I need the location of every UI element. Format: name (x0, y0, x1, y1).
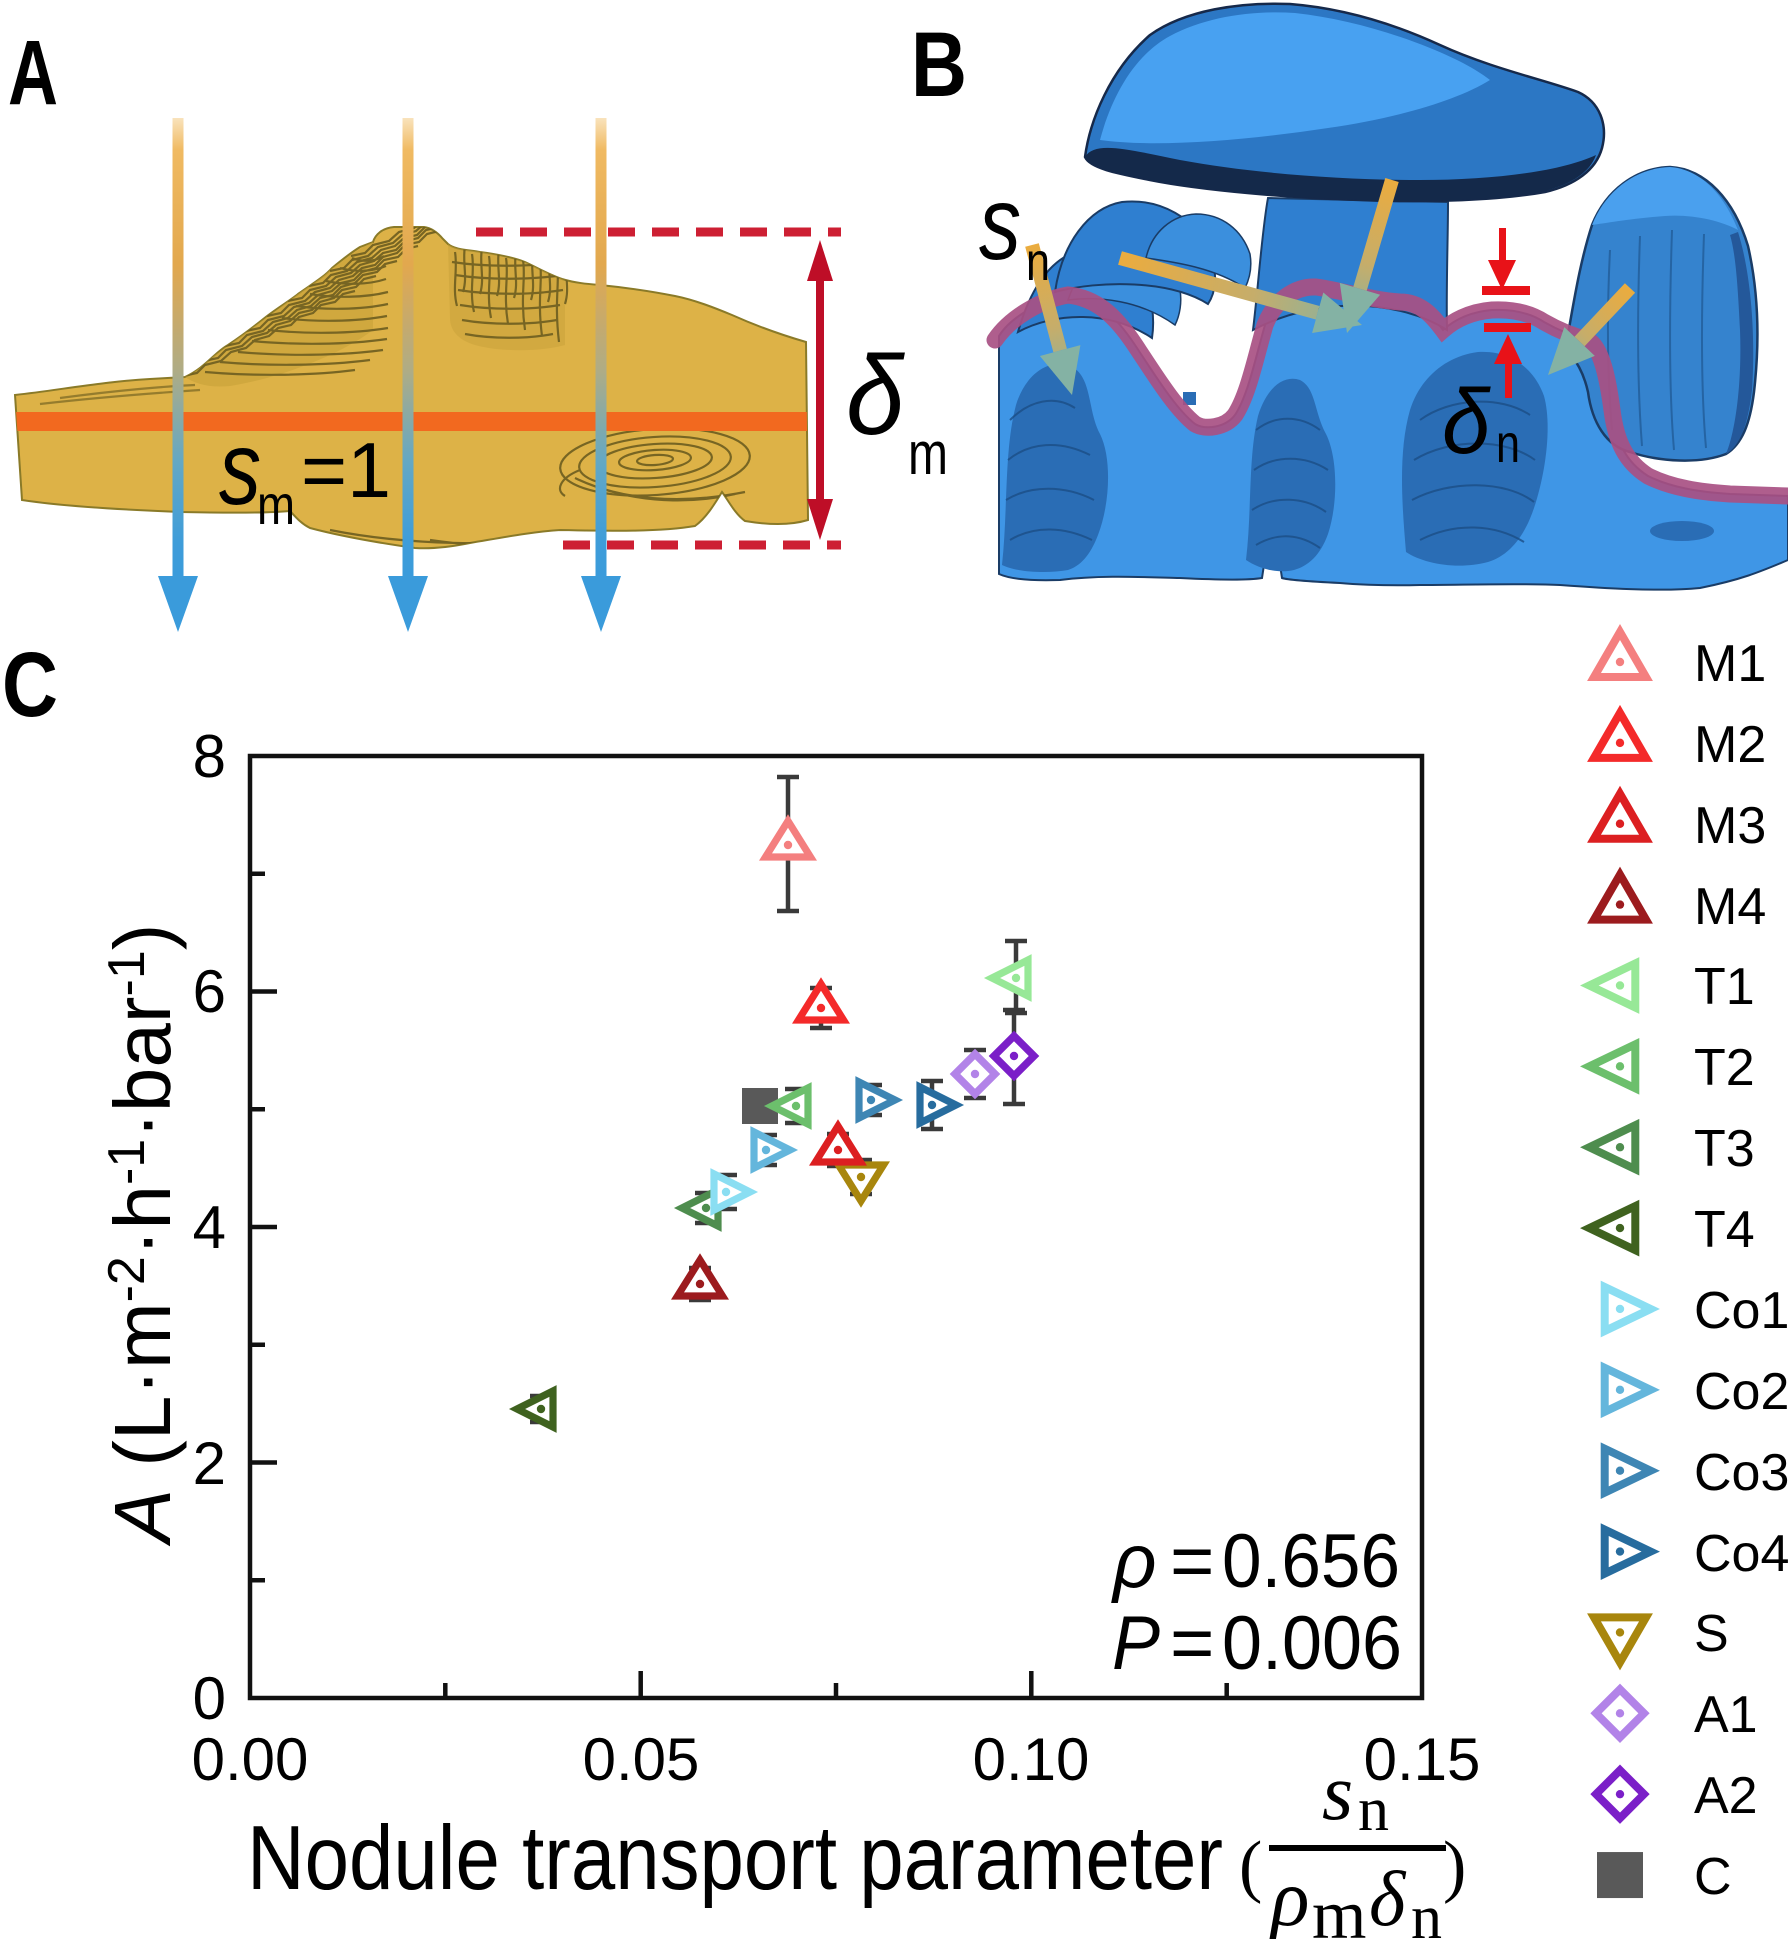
svg-text:T3: T3 (1694, 1120, 1755, 1178)
svg-text:δ: δ (846, 333, 906, 458)
svg-text:2: 2 (193, 1430, 226, 1497)
svg-text:s: s (1322, 1749, 1353, 1837)
svg-text:T1: T1 (1694, 958, 1755, 1016)
svg-text:δ: δ (1369, 1855, 1407, 1939)
svg-text:P: P (1112, 1601, 1160, 1686)
svg-text:6: 6 (193, 958, 226, 1025)
svg-text:S: S (1694, 1605, 1729, 1663)
svg-text:0: 0 (193, 1665, 226, 1732)
svg-text:Co3: Co3 (1694, 1444, 1788, 1502)
svg-text:Co1: Co1 (1694, 1282, 1788, 1340)
svg-text:A2: A2 (1694, 1767, 1758, 1825)
svg-text:s: s (219, 411, 261, 527)
svg-text:(: ( (1239, 1828, 1262, 1905)
svg-text:=: = (1170, 1601, 1214, 1686)
svg-text:M1: M1 (1694, 635, 1766, 693)
svg-text:A: A (8, 22, 58, 124)
svg-text:m: m (908, 420, 948, 487)
svg-text:ρ: ρ (1111, 1519, 1157, 1604)
svg-text:M4: M4 (1694, 878, 1766, 936)
svg-text:0.006: 0.006 (1222, 1601, 1402, 1686)
svg-text:Nodule transport parameter: Nodule transport parameter (247, 1808, 1223, 1909)
svg-text:M3: M3 (1694, 797, 1766, 855)
svg-text:T4: T4 (1694, 1201, 1755, 1259)
svg-text:0.00: 0.00 (192, 1726, 309, 1793)
svg-text:δ: δ (1442, 371, 1491, 473)
svg-text:0.10: 0.10 (973, 1726, 1090, 1793)
svg-text:C: C (1694, 1848, 1732, 1906)
svg-text:8: 8 (193, 723, 226, 790)
svg-text:=: = (1170, 1519, 1214, 1604)
svg-text:n: n (1411, 1884, 1442, 1939)
svg-text:M2: M2 (1694, 716, 1766, 774)
svg-text:): ) (1443, 1828, 1466, 1905)
svg-text:n: n (1026, 232, 1050, 292)
svg-text:A (L·m-2·h-1·bar-1): A (L·m-2·h-1·bar-1) (98, 924, 187, 1547)
svg-text:4: 4 (193, 1194, 226, 1261)
svg-text:0.656: 0.656 (1222, 1519, 1400, 1604)
svg-text:T2: T2 (1694, 1039, 1755, 1097)
svg-text:B: B (911, 14, 967, 116)
svg-text:0.15: 0.15 (1364, 1726, 1481, 1793)
svg-text:n: n (1358, 1776, 1389, 1844)
svg-text:m: m (257, 473, 295, 536)
svg-text:n: n (1496, 414, 1520, 474)
svg-text:Co2: Co2 (1694, 1363, 1788, 1421)
svg-text:m: m (1312, 1877, 1366, 1939)
svg-text:=1: =1 (301, 426, 391, 514)
svg-text:A1: A1 (1694, 1686, 1758, 1744)
svg-text:C: C (2, 634, 58, 736)
svg-text:Co4: Co4 (1694, 1525, 1788, 1583)
svg-text:s: s (979, 166, 1021, 282)
svg-text:0.05: 0.05 (583, 1726, 700, 1793)
svg-text:ρ: ρ (1268, 1855, 1309, 1939)
